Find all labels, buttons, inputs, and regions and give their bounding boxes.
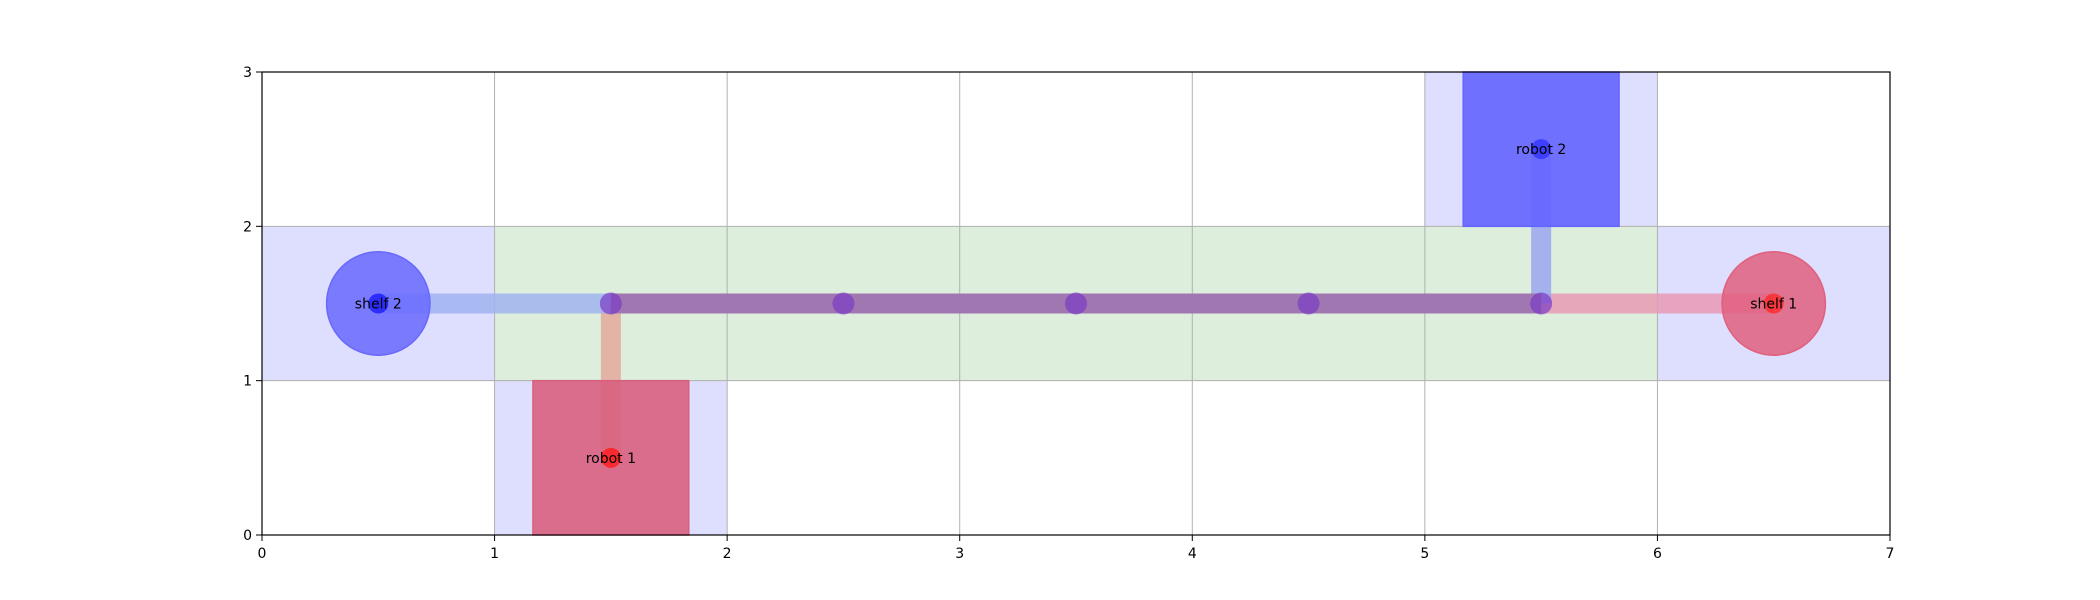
waypoint-layer [599, 292, 1553, 315]
waypoint-marker [832, 292, 855, 315]
y-tick-label: 1 [243, 374, 252, 390]
waypoint-marker [599, 292, 622, 315]
shelf-label: shelf 2 [355, 297, 402, 313]
label-layer: robot 1 robot 2 shelf 1 shelf 2 [355, 142, 1797, 467]
axes: 0 1 2 3 4 5 6 7 0 1 2 3 [243, 65, 1894, 562]
x-tick-label: 0 [258, 546, 267, 562]
robot-center-dot [1531, 139, 1552, 160]
x-tick-label: 3 [955, 546, 964, 562]
x-tick-label: 1 [490, 546, 499, 562]
robot-label: robot 1 [586, 451, 636, 467]
x-tick-label: 4 [1188, 546, 1197, 562]
shelf-center-dot [1763, 293, 1784, 314]
waypoint-marker [1530, 292, 1553, 315]
shelf-center-dot [368, 293, 389, 314]
waypoint-marker [1065, 292, 1087, 315]
waypoint-marker [1297, 292, 1320, 315]
x-tick-label: 2 [723, 546, 732, 562]
x-tick-label: 5 [1420, 546, 1429, 562]
marker-layer [325, 71, 1827, 536]
y-tick-label: 2 [243, 219, 252, 235]
y-tick-label: 3 [243, 65, 252, 81]
x-tick-label: 7 [1886, 546, 1895, 562]
robot-label: robot 2 [1516, 142, 1566, 158]
axes-frame [261, 71, 1891, 536]
x-tick-label: 6 [1653, 546, 1662, 562]
y-tick-label: 0 [243, 528, 252, 544]
robot-center-dot [600, 447, 621, 468]
shelf-label: shelf 1 [1750, 297, 1797, 313]
